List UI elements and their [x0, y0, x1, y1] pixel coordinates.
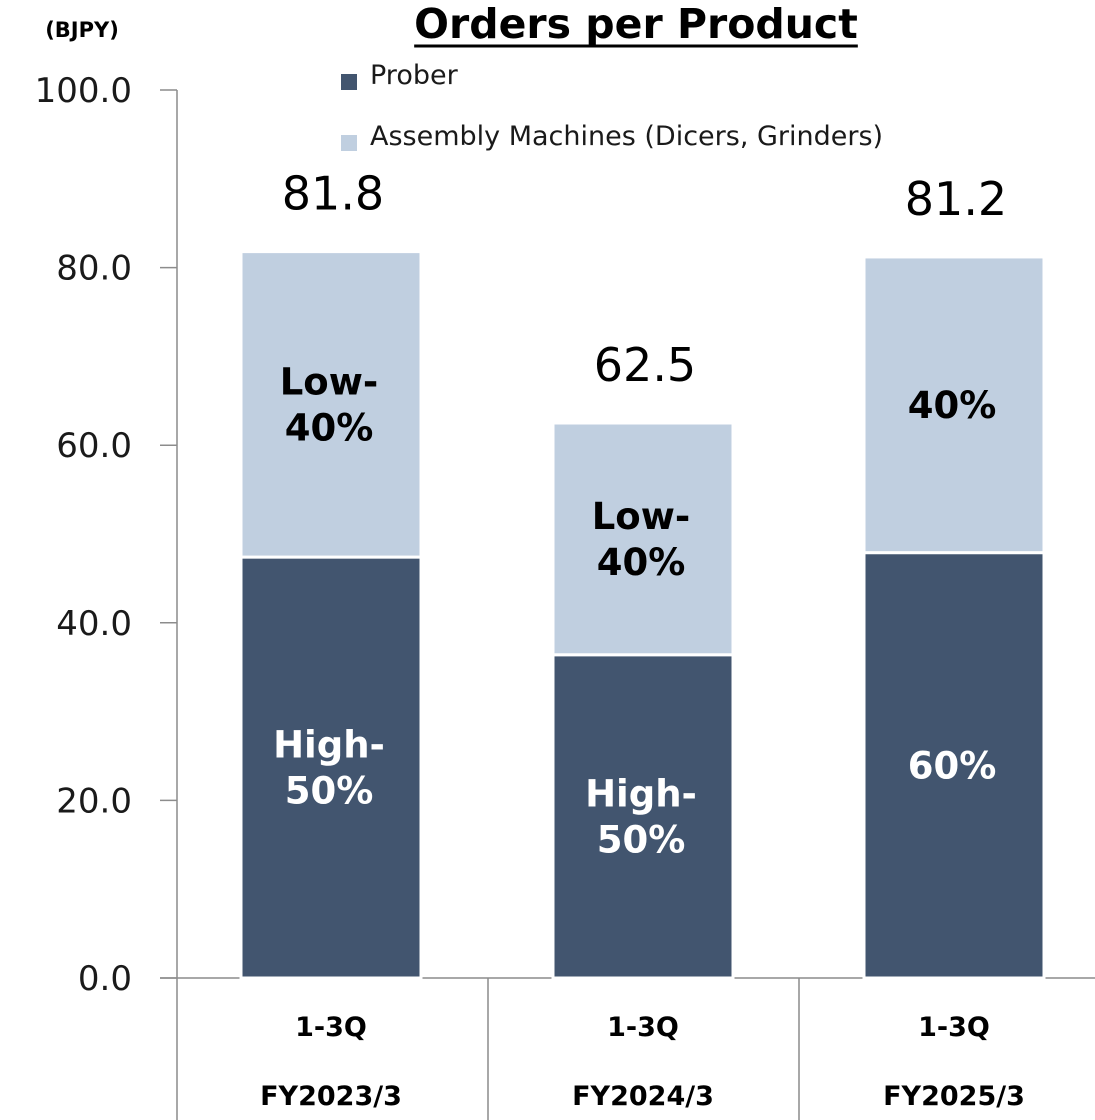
chart-title: Orders per Product [414, 0, 858, 48]
segment-label: 40% [908, 384, 997, 427]
y-tick-label: 0.0 [78, 959, 132, 999]
x-category-label-line1: 1-3Q [918, 1012, 990, 1043]
bar-labels: High-50%Low-40%81.8High-50%Low-40%62.560… [273, 167, 1007, 862]
bar-segment-prober [551, 653, 735, 980]
bar-total-label: 62.5 [594, 338, 696, 392]
x-category-label-line1: 1-3Q [295, 1012, 367, 1043]
segment-label: 50% [285, 770, 374, 813]
bars [239, 250, 1046, 980]
legend-label: Prober [370, 60, 459, 91]
y-tick-label: 20.0 [56, 781, 132, 821]
axes: 0.0 20.0 40.0 60.0 80.0 100.0 1-3Q FY2023/3 1-3Q… [35, 71, 1095, 1120]
y-tick-label: 40.0 [56, 604, 132, 644]
x-category-label-line2: FY2023/3 [260, 1081, 402, 1112]
segment-label: 60% [908, 744, 997, 787]
x-category-label-line2: FY2024/3 [572, 1081, 714, 1112]
legend-swatch [341, 74, 357, 90]
segment-label: 40% [285, 406, 374, 449]
bar-segment-assembly-machines [862, 255, 1046, 555]
bar-segment-assembly-machines [551, 421, 735, 657]
legend-label: Assembly Machines (Dicers, Grinders) [370, 121, 883, 152]
y-tick-label: 60.0 [56, 426, 132, 466]
segment-label: High- [273, 724, 385, 767]
segment-label: Low- [592, 495, 691, 538]
bar-segment-prober [239, 555, 423, 980]
bar-total-label: 81.8 [282, 167, 384, 221]
bar-total-label: 81.2 [905, 172, 1007, 226]
bar-segment-assembly-machines [239, 250, 423, 559]
segment-label: 40% [597, 541, 686, 584]
segment-label: 50% [597, 818, 686, 861]
legend-swatch [341, 135, 357, 151]
y-tick-label: 80.0 [56, 249, 132, 289]
y-tick-label: 100.0 [35, 71, 132, 111]
segment-label: Low- [280, 360, 379, 403]
x-category-label-line1: 1-3Q [607, 1012, 679, 1043]
unit-label: (BJPY) [45, 18, 119, 42]
x-category-label-line2: FY2025/3 [883, 1081, 1025, 1112]
legend: Prober Assembly Machines (Dicers, Grinder… [341, 60, 883, 152]
segment-label: High- [585, 772, 697, 815]
